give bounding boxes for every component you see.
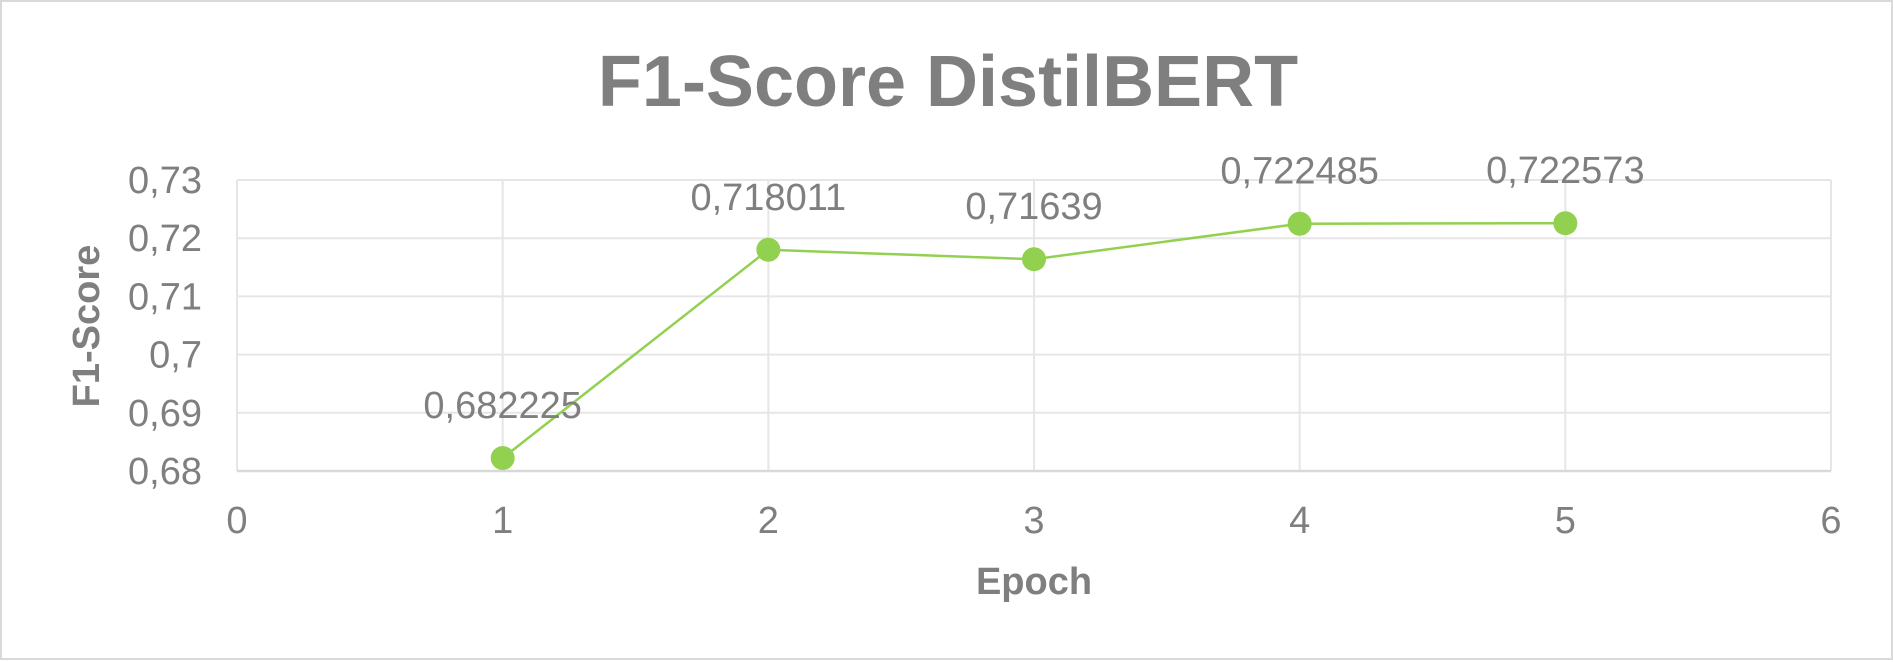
data-point xyxy=(1287,211,1312,236)
y-tick-label: 0,73 xyxy=(128,160,202,202)
data-point xyxy=(490,446,515,471)
y-tick-label: 0,69 xyxy=(128,393,202,435)
y-tick-label: 0,7 xyxy=(149,335,202,377)
data-point xyxy=(756,237,781,262)
data-point xyxy=(1553,211,1578,236)
x-tick-label: 0 xyxy=(226,500,247,542)
chart-title: F1-Score DistilBERT xyxy=(598,42,1298,122)
series-layer xyxy=(490,211,1578,471)
y-axis-title: F1-Score xyxy=(66,245,108,408)
x-tick-label: 3 xyxy=(1023,500,1044,542)
x-tick-label: 4 xyxy=(1289,500,1310,542)
data-label: 0,718011 xyxy=(690,177,846,219)
y-tick-label: 0,71 xyxy=(128,276,202,318)
x-axis-title: Epoch xyxy=(976,561,1092,603)
axis-layer: 0,68 0,69 0,7 0,71 0,72 0,73 0 1 2 3 4 5 6 xyxy=(128,160,1842,542)
data-label: 0,722485 xyxy=(1220,151,1379,193)
x-tick-label: 1 xyxy=(492,500,513,542)
data-label: 0,682225 xyxy=(423,385,582,427)
x-tick-label: 2 xyxy=(758,500,779,542)
data-label: 0,71639 xyxy=(965,186,1102,228)
y-tick-label: 0,72 xyxy=(128,218,202,260)
data-point xyxy=(1022,247,1046,272)
y-tick-label: 0,68 xyxy=(128,451,202,493)
label-layer: 0,682225 0,718011 0,71639 0,722485 0,722573 xyxy=(423,150,1644,427)
x-tick-label: 5 xyxy=(1555,500,1576,542)
data-label: 0,722573 xyxy=(1486,150,1645,192)
x-tick-label: 6 xyxy=(1820,500,1841,542)
